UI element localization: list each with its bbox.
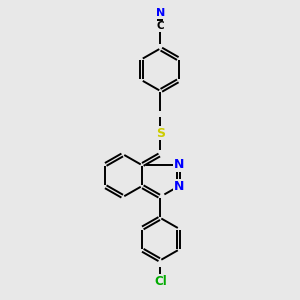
Text: C: C	[157, 22, 164, 32]
Text: N: N	[174, 158, 184, 172]
Text: S: S	[156, 127, 165, 140]
Text: N: N	[156, 8, 165, 18]
Text: Cl: Cl	[154, 275, 167, 288]
Text: N: N	[174, 180, 184, 193]
